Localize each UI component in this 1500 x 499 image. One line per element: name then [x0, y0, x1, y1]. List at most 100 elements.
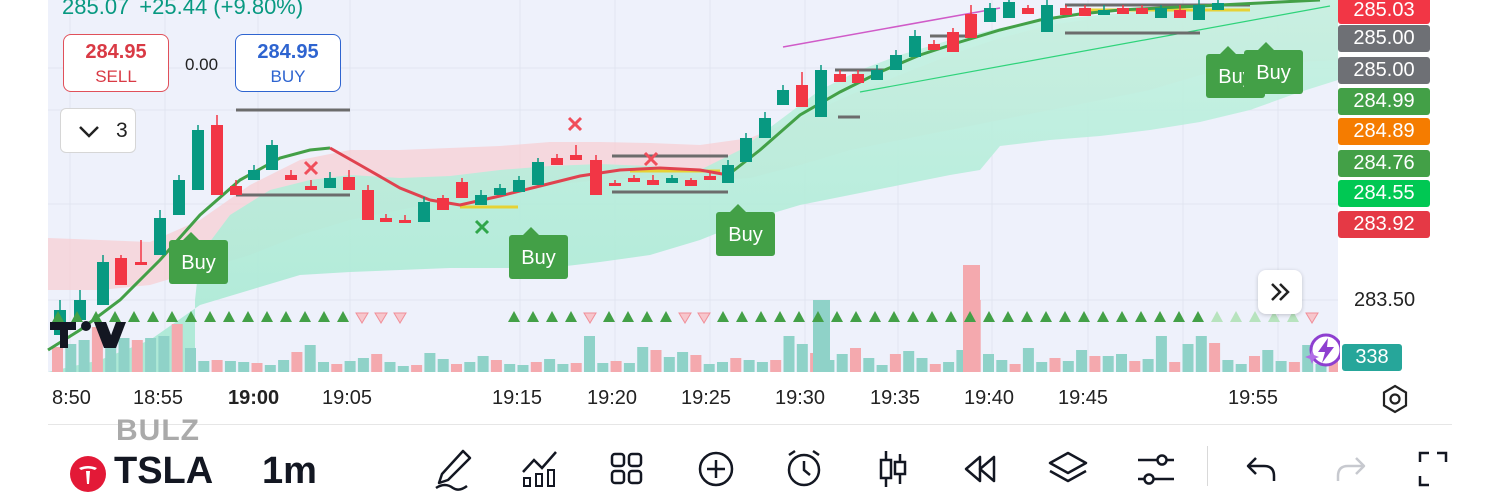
volume-bar: [1102, 356, 1114, 372]
chart-settings-icon[interactable]: [1380, 384, 1410, 414]
buy-button[interactable]: 284.95 BUY: [235, 34, 341, 92]
up-triangle: [52, 311, 64, 322]
up-triangle: [565, 311, 577, 322]
scroll-to-realtime-button[interactable]: [1258, 270, 1302, 314]
buy-badge-label: Buy: [728, 224, 762, 246]
up-triangle: [945, 311, 957, 322]
volume-bar: [145, 338, 157, 372]
sell-button[interactable]: 284.95 SELL: [63, 34, 169, 92]
trend-line-lower[interactable]: [859, 5, 1331, 93]
candle-body: [852, 74, 864, 83]
settings-sliders-icon[interactable]: [1136, 450, 1176, 490]
price-change: +25.44 (+9.80%): [139, 0, 304, 19]
candlesticks[interactable]: [54, 0, 1224, 335]
up-triangle: [1268, 311, 1280, 322]
volume-bar: [610, 361, 622, 372]
candle-body: [666, 178, 678, 183]
up-triangle: [831, 311, 843, 322]
indicators-collapse-toggle[interactable]: 3: [60, 108, 136, 153]
volume-bar: [78, 340, 90, 372]
up-triangle: [1211, 311, 1223, 322]
candle-body: [871, 70, 883, 80]
candle-body: [115, 258, 127, 285]
symbol-selector[interactable]: TSLA: [114, 450, 214, 492]
replay-icon[interactable]: [962, 454, 998, 484]
volume-bar: [1009, 364, 1021, 372]
volume-bar: [278, 360, 290, 372]
up-triangle: [983, 311, 995, 322]
volume-bar: [65, 344, 77, 372]
up-triangle: [318, 311, 330, 322]
volume-bar: [570, 363, 582, 372]
up-triangle: [204, 311, 216, 322]
volume-bar: [464, 362, 476, 372]
volume-bar: [318, 362, 329, 372]
buy-badge-pointer: [183, 232, 199, 240]
volume-bar: [158, 336, 170, 372]
volume-bar: [889, 354, 901, 372]
volume-bar: [1089, 356, 1101, 372]
layers-icon[interactable]: [1046, 450, 1090, 490]
volume-bar: [1222, 360, 1234, 372]
down-triangle: [393, 312, 407, 324]
redo-icon[interactable]: [1334, 454, 1368, 484]
candle-body: [211, 125, 223, 195]
volume-bar: [1235, 364, 1247, 372]
volume-bar: [118, 338, 130, 372]
volume-bar: [530, 362, 542, 372]
ai-assistant-icon[interactable]: [1304, 330, 1340, 370]
price-tag: 285.00: [1338, 25, 1430, 52]
interval-selector[interactable]: 1m: [262, 450, 317, 492]
up-triangle: [242, 311, 254, 322]
candle-body: [248, 170, 260, 180]
spread-value: 0.00: [185, 55, 219, 74]
candle-body: [475, 195, 487, 205]
indicators-icon[interactable]: [520, 448, 560, 488]
up-triangle: [147, 311, 159, 322]
volume-bar: [1155, 336, 1167, 372]
alarm-icon[interactable]: [784, 448, 824, 490]
buy-badge-label: Buy: [181, 252, 215, 274]
volume-bar: [796, 344, 808, 372]
undo-icon[interactable]: [1244, 454, 1278, 484]
volume-bar: [1129, 361, 1141, 372]
candle-body: [173, 180, 185, 215]
volume-bar: [783, 336, 795, 372]
add-icon[interactable]: [697, 450, 735, 488]
volume-bar: [504, 364, 516, 372]
up-triangle: [888, 311, 900, 322]
time-label: 19:05: [322, 387, 373, 409]
tesla-logo-icon: [70, 456, 106, 492]
candle-body: [628, 178, 640, 182]
volume-bar: [677, 352, 689, 372]
candle-body: [532, 162, 544, 185]
candle-body: [1155, 8, 1167, 18]
up-triangle: [1021, 311, 1033, 322]
up-triangle: [1078, 311, 1090, 322]
candle-body: [609, 183, 621, 186]
volume-bar: [929, 364, 941, 372]
down-triangle: [583, 312, 597, 324]
fullscreen-icon[interactable]: [1416, 449, 1450, 489]
volume-bar: [1195, 336, 1207, 372]
time-label: 19:35: [870, 387, 921, 409]
up-triangle: [793, 311, 805, 322]
grid-icon[interactable]: [610, 452, 644, 486]
time-label: 19:40: [964, 387, 1015, 409]
up-triangle: [622, 311, 634, 322]
candles-icon[interactable]: [876, 448, 910, 490]
up-triangle: [90, 311, 102, 322]
candle-body: [590, 160, 602, 195]
up-triangle: [926, 311, 938, 322]
candle-body: [1022, 8, 1034, 14]
volume-bar: [91, 327, 103, 372]
volume-bar: [996, 360, 1008, 372]
chevron-down-icon: [79, 126, 99, 138]
trend-line-upper[interactable]: [782, 7, 1001, 48]
volume-bars: [52, 265, 1340, 372]
volume-bar: [1062, 361, 1074, 372]
up-triangle: [755, 311, 767, 322]
toolbar-separator: [1207, 446, 1208, 486]
pencil-icon[interactable]: [433, 448, 473, 492]
